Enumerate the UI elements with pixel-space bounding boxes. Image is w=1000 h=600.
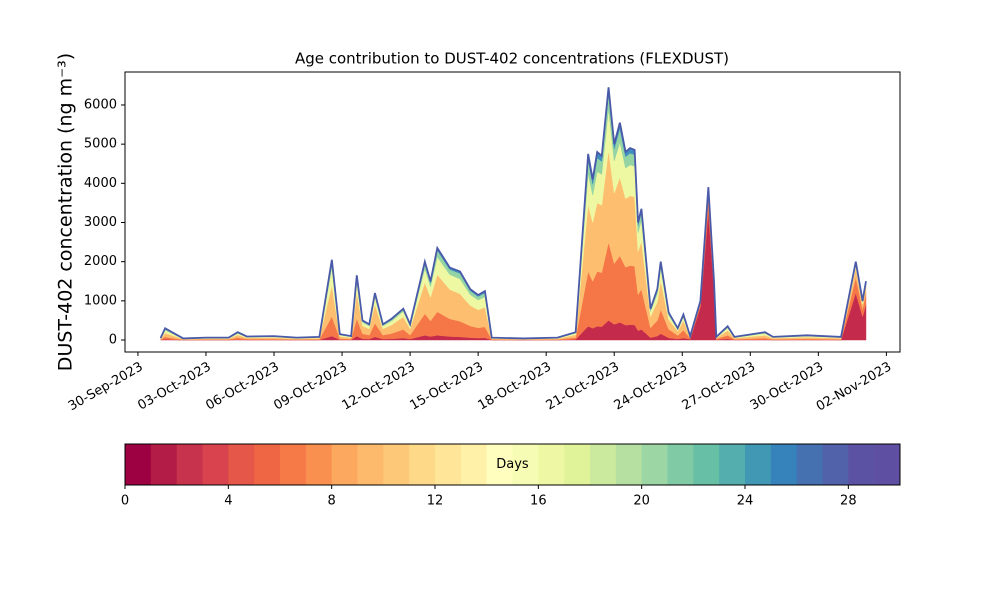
colorbar-swatch	[305, 444, 333, 485]
colorbar-swatch	[202, 444, 229, 485]
colorbar-swatch	[254, 444, 281, 485]
x-tick-label: 21-Oct-2023	[544, 360, 622, 414]
colorbar-swatch	[590, 444, 617, 485]
x-tick-label: 03-Oct-2023	[135, 360, 213, 414]
y-tick-label: 3000	[84, 215, 117, 230]
y-tick-label: 4000	[84, 176, 117, 191]
x-tick-label: 30-Oct-2023	[748, 360, 826, 414]
colorbar-swatch	[331, 444, 358, 485]
area-layer	[160, 87, 867, 339]
colorbar-swatch	[435, 444, 462, 485]
colorbar-frame	[124, 443, 901, 486]
area-layer	[160, 108, 867, 340]
y-tick-label: 6000	[84, 97, 117, 112]
x-tick-label: 09-Oct-2023	[271, 360, 349, 414]
colorbar-swatch	[667, 444, 694, 485]
colorbar-swatch	[460, 444, 488, 485]
colorbar-tick-label: 20	[633, 494, 650, 509]
x-tick-label: 24-Oct-2023	[612, 360, 690, 414]
y-tick-label: 5000	[84, 137, 117, 152]
colorbar-swatch	[538, 444, 565, 485]
plot-frame	[124, 71, 901, 353]
x-tick-label: 06-Oct-2023	[203, 360, 281, 414]
colorbar-swatch	[693, 444, 720, 485]
colorbar-swatch	[357, 444, 384, 485]
colorbar-swatch	[176, 444, 203, 485]
colorbar-swatch	[615, 444, 643, 485]
colorbar-swatch	[796, 444, 823, 485]
colorbar-tick-label: 24	[737, 494, 754, 509]
x-tick-label: 30-Sep-2023	[66, 360, 146, 415]
colorbar-swatch	[512, 444, 539, 485]
colorbar-swatch	[874, 444, 901, 485]
colorbar-swatch	[486, 444, 513, 485]
colorbar-swatch	[745, 444, 772, 485]
colorbar-tick-label: 12	[427, 494, 444, 509]
colorbar-tick-label: 4	[224, 494, 232, 509]
colorbar-swatch	[409, 444, 436, 485]
y-tick-label: 1000	[84, 293, 117, 308]
colorbar-tick-label: 16	[530, 494, 547, 509]
x-tick-label: 27-Oct-2023	[680, 360, 758, 414]
area-layer	[160, 195, 867, 341]
x-tick-label: 18-Oct-2023	[476, 360, 554, 414]
area-layer	[160, 210, 867, 341]
colorbar-swatch	[125, 444, 152, 485]
colorbar-tick-label: 8	[328, 494, 336, 509]
colorbar-tick-label: 28	[840, 494, 857, 509]
total-outline	[159, 87, 867, 340]
x-tick-label: 15-Oct-2023	[407, 360, 485, 414]
colorbar-swatch	[822, 444, 849, 485]
area-layer	[160, 149, 867, 340]
colorbar-swatch	[228, 444, 255, 485]
colorbar-tick-label: 0	[121, 494, 129, 509]
y-axis-label: DUST-402 concentration (ng m⁻³)	[55, 53, 77, 371]
colorbar-swatch	[848, 444, 875, 485]
colorbar-swatch	[150, 444, 178, 485]
y-tick-label: 2000	[84, 254, 117, 269]
chart-title: Age contribution to DUST-402 concentrati…	[295, 50, 729, 68]
colorbar-label: Days	[496, 457, 529, 472]
colorbar-swatch	[641, 444, 668, 485]
colorbar-swatch	[564, 444, 591, 485]
colorbar-swatch	[383, 444, 410, 485]
x-tick-label: 02-Nov-2023	[814, 360, 894, 415]
x-tick-label: 12-Oct-2023	[339, 360, 417, 414]
colorbar-swatch	[770, 444, 798, 485]
area-layer	[160, 93, 867, 340]
colorbar-swatch	[719, 444, 746, 485]
colorbar-swatch	[280, 444, 307, 485]
y-tick-label: 0	[109, 333, 117, 348]
